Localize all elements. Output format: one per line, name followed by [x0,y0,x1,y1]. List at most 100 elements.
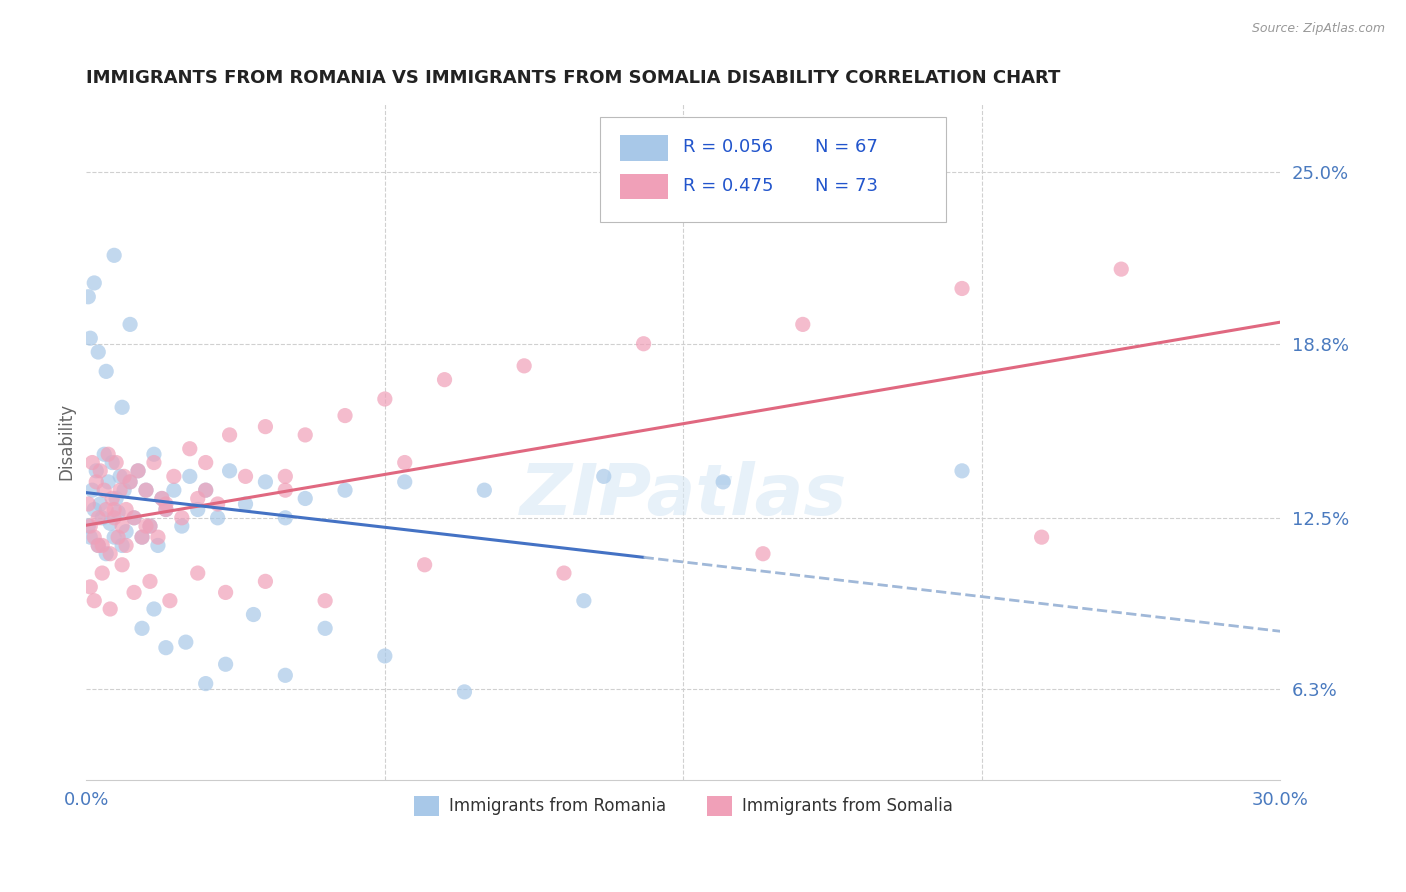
Point [207,497,229,511]
Point [79,331,101,345]
Point [87,511,110,525]
Point [139,519,162,533]
Point [214,585,236,599]
Point [91,511,114,525]
Point [314,621,336,635]
Point [79,519,101,533]
Point [413,558,436,572]
Point [122,585,145,599]
Point [792,318,814,332]
Point [513,359,536,373]
Point [131,530,153,544]
Point [115,538,138,552]
Point [572,593,595,607]
Point [187,491,209,506]
Point [120,475,142,489]
Point [159,593,181,607]
Point [139,519,162,533]
Point [170,511,193,525]
Point [294,491,316,506]
Bar [620,136,668,161]
Point [374,392,396,406]
Point [105,456,128,470]
Point [79,530,101,544]
Point [752,547,775,561]
Point [84,475,107,489]
Point [553,566,575,580]
Point [1031,530,1053,544]
Point [82,456,104,470]
Point [115,502,138,516]
Legend: Immigrants from Romania, Immigrants from Somalia: Immigrants from Romania, Immigrants from… [406,789,960,822]
Point [82,483,104,498]
Point [111,558,134,572]
Point [83,593,105,607]
Text: ZIPatlas: ZIPatlas [520,461,846,531]
Point [155,502,177,516]
Point [96,547,118,561]
Text: Source: ZipAtlas.com: Source: ZipAtlas.com [1251,22,1385,36]
Point [174,635,197,649]
Point [127,464,149,478]
Point [77,290,100,304]
Point [950,464,973,478]
Point [163,469,186,483]
Point [187,502,209,516]
Point [214,657,236,672]
Point [101,456,124,470]
Point [218,428,240,442]
Point [218,464,240,478]
Point [84,464,107,478]
Point [89,464,111,478]
Point [194,676,217,690]
Point [97,447,120,461]
Point [103,502,125,516]
Point [254,475,277,489]
Point [146,530,169,544]
FancyBboxPatch shape [600,117,946,222]
Text: N = 67: N = 67 [814,138,877,156]
Point [1109,262,1132,277]
Point [83,530,105,544]
Point [107,505,129,519]
Point [108,483,131,498]
Point [101,491,124,506]
Point [120,475,142,489]
Point [122,511,145,525]
Point [87,345,110,359]
Point [170,519,193,533]
Point [179,442,201,456]
Point [93,483,115,498]
Point [711,475,734,489]
Point [155,640,177,655]
Point [127,464,149,478]
Point [89,497,111,511]
Point [150,491,173,506]
Point [143,456,166,470]
Point [83,276,105,290]
Point [143,447,166,461]
Point [146,538,169,552]
Point [433,373,456,387]
Point [950,281,973,295]
Point [77,519,100,533]
Point [96,502,118,516]
Point [194,456,217,470]
Point [135,483,157,498]
Point [115,524,138,539]
Point [155,497,177,511]
Point [112,483,135,498]
Point [394,475,416,489]
Point [163,483,186,498]
Point [111,519,134,533]
Point [87,538,110,552]
Point [96,364,118,378]
Point [472,483,495,498]
Point [235,469,257,483]
Point [97,475,120,489]
Point [333,483,356,498]
Point [111,538,134,552]
Point [194,483,217,498]
Point [79,580,101,594]
Point [235,497,257,511]
